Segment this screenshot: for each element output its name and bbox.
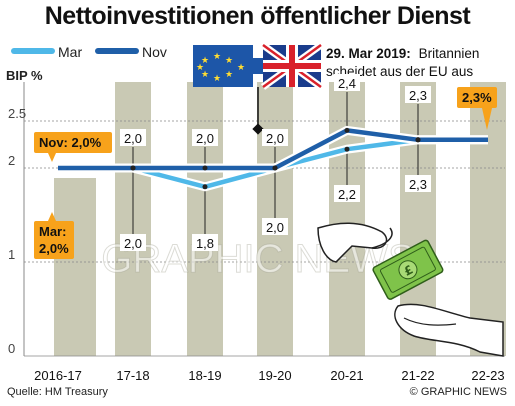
mar-start-callout-box — [34, 221, 74, 259]
mar-value-label: 2,0 — [124, 236, 142, 251]
mar-value-label: 2,3 — [409, 177, 427, 192]
hands-money-icon: £ — [317, 222, 504, 357]
mar-label-bg — [262, 218, 288, 235]
x-tick-label: 20-21 — [330, 368, 363, 383]
y-axis-ticks: 0 1 2 2.5 — [8, 106, 26, 356]
nov-start-callout-box — [34, 132, 112, 153]
svg-text:★: ★ — [225, 56, 233, 66]
x-tick-label: 19-20 — [258, 368, 291, 383]
mar-point — [130, 165, 136, 171]
mar-value-label: 2,2 — [338, 187, 356, 202]
end-callout-box — [457, 87, 497, 108]
legend-background — [5, 41, 505, 61]
nov-label-bg — [262, 129, 288, 146]
nov-value-label: 2,0 — [266, 131, 284, 146]
category-band — [54, 178, 96, 356]
nov-value-label: 2,0 — [196, 131, 214, 146]
svg-text:★: ★ — [201, 56, 209, 66]
event-text-1: Britannien — [419, 46, 480, 61]
eu-flag-icon: ★ ★ ★ ★ ★ ★ ★★ — [193, 45, 263, 87]
mar-point — [344, 146, 350, 152]
x-axis-labels: 2016-17 17-18 18-19 19-20 20-21 21-22 22-23 — [34, 368, 504, 383]
y-axis-label: BIP % — [6, 68, 43, 83]
callouts: Nov: 2,0% Mar: 2,0% 2,3% — [34, 87, 497, 259]
category-band — [470, 82, 506, 356]
nov-label-bg — [405, 86, 431, 103]
value-stems — [132, 92, 419, 236]
mar-point — [202, 184, 208, 190]
mar-value-label: 2,0 — [266, 220, 284, 235]
nov-point — [344, 127, 350, 133]
chart-title: Nettoinvestitionen öffentlicher Dienst — [44, 2, 471, 30]
x-tick-label: 18-19 — [188, 368, 221, 383]
legend-label-mar: Mar — [58, 44, 82, 60]
nov-value-label: 2,3 — [409, 88, 427, 103]
mar-label-bg — [192, 234, 218, 251]
mar-label-bg — [405, 175, 431, 192]
category-bands — [54, 82, 506, 356]
svg-text:★: ★ — [196, 63, 204, 73]
credit-note: © GRAPHIC NEWS — [409, 386, 507, 398]
nov-start-callout-text: Nov: 2,0% — [39, 135, 102, 150]
mar-label-bg — [334, 185, 360, 202]
event-annotation: 29. Mar 2019: Britannien — [326, 46, 479, 61]
nov-label-bg — [120, 129, 146, 146]
svg-text:★: ★ — [213, 52, 221, 62]
source-note: Quelle: HM Treasury — [7, 386, 108, 398]
mar-point — [415, 137, 421, 143]
nov-start-callout-pointer — [48, 153, 56, 162]
nov-point — [202, 165, 208, 171]
event-text-2: scheidet aus der EU aus — [326, 64, 473, 79]
y-tick-label: 0 — [8, 341, 15, 356]
end-callout-text: 2,3% — [462, 90, 492, 105]
mar-start-callout-text: Mar: — [39, 224, 66, 239]
mar-label-bg — [120, 234, 146, 251]
nov-label-bg — [334, 74, 360, 91]
legend: Mar Nov — [5, 41, 505, 61]
mar-start-callout-pointer — [48, 212, 56, 221]
nov-label-bg — [192, 129, 218, 146]
legend-label-nov: Nov — [142, 44, 167, 60]
y-tick-label: 2 — [8, 153, 15, 168]
y-tick-label: 2.5 — [8, 106, 26, 121]
x-tick-label: 22-23 — [471, 368, 504, 383]
nov-value-label: 2,0 — [124, 131, 142, 146]
union-jack-icon — [260, 42, 324, 90]
x-tick-label: 2016-17 — [34, 368, 82, 383]
svg-text:★: ★ — [201, 70, 209, 80]
data-points — [130, 127, 421, 190]
svg-text:★: ★ — [225, 70, 233, 80]
nov-value-label: 2,4 — [338, 76, 356, 91]
mar-point — [272, 165, 278, 171]
svg-text:★: ★ — [237, 63, 245, 73]
x-tick-label: 17-18 — [116, 368, 149, 383]
mar-value-label: 1,8 — [196, 236, 214, 251]
y-tick-label: 1 — [8, 247, 15, 262]
end-callout-pointer — [482, 108, 492, 130]
svg-text:★: ★ — [213, 74, 221, 84]
event-date: 29. Mar 2019: — [326, 46, 411, 61]
mar-start-callout-text: 2,0% — [39, 241, 69, 256]
x-tick-label: 21-22 — [401, 368, 434, 383]
data-labels: 2,0 2,0 2,0 1,8 2,0 2,0 2,4 2,2 2,3 2,3 — [120, 74, 431, 251]
